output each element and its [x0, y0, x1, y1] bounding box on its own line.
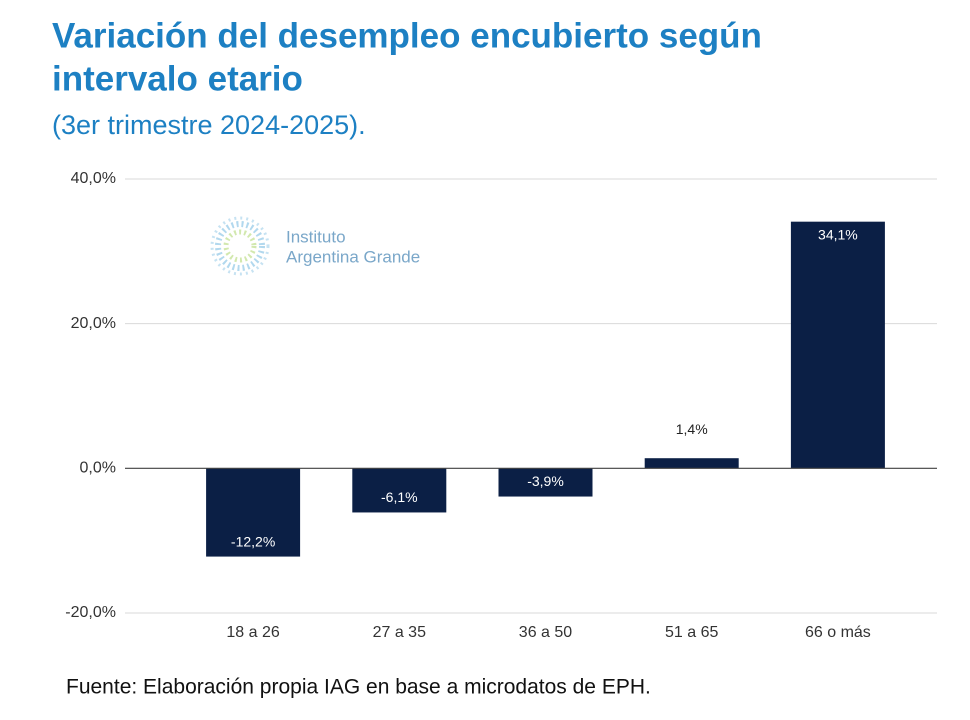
bar: [206, 468, 301, 557]
bar: [498, 468, 593, 497]
x-tick-label: 18 a 26: [226, 624, 279, 641]
x-tick-label: 66 o más: [805, 624, 871, 641]
bar: [644, 458, 739, 469]
y-tick-label: 0,0%: [80, 460, 116, 477]
bar: [790, 221, 885, 469]
logo-icon: [210, 216, 270, 276]
x-tick-label: 36 a 50: [519, 624, 572, 641]
y-tick-label: 40,0%: [71, 170, 116, 187]
title-line-1: Variación del desempleo encubierto según: [52, 16, 762, 55]
logo-text: Instituto: [286, 227, 346, 246]
value-label: 34,1%: [818, 226, 858, 242]
source: Fuente: Elaboración propia IAG en base a…: [66, 676, 651, 699]
value-label: -3,9%: [527, 473, 564, 489]
logo-text: Argentina Grande: [286, 247, 420, 266]
logo: Instituto Argentina Grande: [210, 216, 420, 276]
subtitle: (3er trimestre 2024-2025).: [52, 110, 366, 140]
value-label: -12,2%: [231, 533, 275, 549]
y-tick-label: 20,0%: [71, 315, 116, 332]
title-line-2: intervalo etario: [52, 59, 303, 98]
x-tick-label: 27 a 35: [373, 624, 426, 641]
value-label: 1,4%: [676, 421, 708, 437]
y-tick-label: -20,0%: [65, 604, 116, 621]
value-label: -6,1%: [381, 489, 418, 505]
bar: [352, 468, 447, 513]
x-tick-label: 51 a 65: [665, 624, 718, 641]
